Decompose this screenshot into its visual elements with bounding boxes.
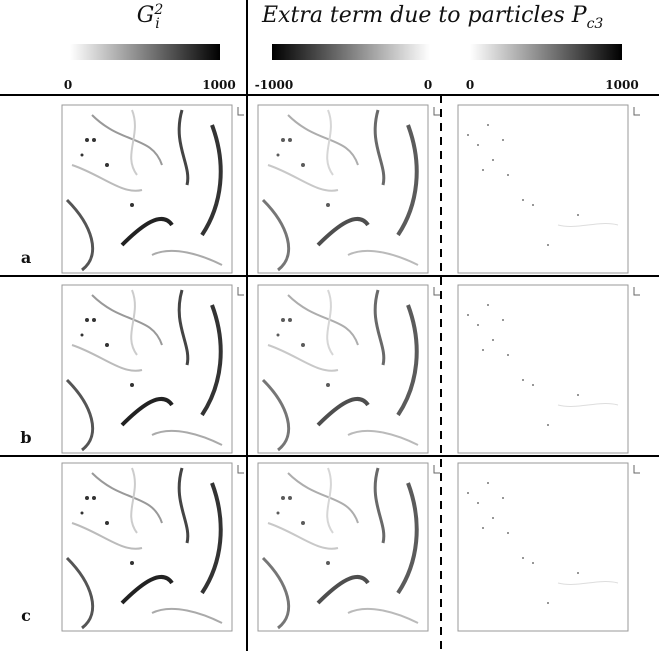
colorbar-label: 1000	[605, 78, 638, 92]
axis-mark	[238, 465, 244, 473]
field-panel	[458, 105, 628, 273]
axis-mark	[238, 287, 244, 295]
colorbar-label: 0	[466, 78, 474, 92]
colorbar	[272, 44, 430, 60]
field-panel	[62, 285, 232, 453]
row-label: b	[20, 428, 31, 447]
field-panel	[62, 105, 232, 273]
axis-mark	[434, 107, 440, 115]
field-panel	[258, 463, 428, 631]
field-panel	[458, 285, 628, 453]
panels: a b c	[20, 105, 640, 631]
colorbar-label: -1000	[255, 78, 293, 92]
colorbar-label: 1000	[202, 78, 235, 92]
axis-mark	[434, 465, 440, 473]
field-panel	[62, 463, 232, 631]
axis-mark	[634, 465, 640, 473]
colorbar	[470, 44, 622, 60]
axis-mark	[634, 107, 640, 115]
axis-mark	[634, 287, 640, 295]
colorbar-label: 0	[424, 78, 432, 92]
field-panel	[258, 285, 428, 453]
field-panel	[458, 463, 628, 631]
right-title: Extra term due to particles Pc3	[261, 3, 603, 32]
row-label: c	[21, 606, 31, 625]
colorbar	[70, 44, 220, 60]
colorbar-label: 0	[64, 78, 72, 92]
axis-mark	[238, 107, 244, 115]
figure: G2i Extra term due to particles Pc3 0 10…	[0, 0, 659, 651]
row-label: a	[21, 248, 31, 267]
axis-mark	[434, 287, 440, 295]
field-panel	[258, 105, 428, 273]
